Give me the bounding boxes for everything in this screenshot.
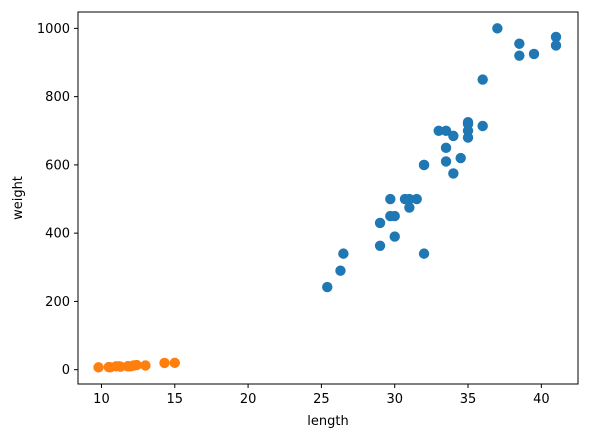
y-axis-label: weight [11,176,26,220]
data-point [492,23,503,34]
data-point [455,152,466,164]
plot-frame [77,11,579,385]
data-point [528,48,540,60]
x-tick-label: 40 [533,392,550,407]
data-point [448,168,459,179]
data-point [418,248,430,259]
x-tick-label: 20 [240,392,257,407]
x-tick-label: 10 [93,392,110,407]
data-point [514,38,525,49]
data-point [440,142,452,154]
data-point [93,362,104,373]
y-tick-label: 400 [45,227,70,242]
x-tick-label: 35 [460,392,477,407]
data-point [462,118,474,130]
data-point [335,265,346,276]
data-point [404,202,415,213]
data-point [514,50,525,61]
data-point [389,210,400,222]
y-tick-label: 0 [62,363,70,378]
x-axis-label: length [307,414,348,429]
data-point [338,248,349,259]
data-point [440,156,452,167]
data-point [440,125,452,136]
data-point [418,159,430,171]
data-points [93,23,562,373]
y-axis-ticks: 0 200 400 600 800 1000 [37,22,78,378]
data-point [550,40,562,51]
data-point [374,217,386,229]
data-point [404,193,415,205]
data-point [140,360,151,371]
x-tick-label: 30 [386,392,403,407]
y-tick-label: 1000 [37,22,70,37]
data-point [385,193,396,205]
y-tick-label: 600 [45,158,70,173]
data-point [411,193,422,205]
y-tick-label: 200 [45,295,70,310]
x-tick-label: 25 [313,392,330,407]
data-point [389,231,400,242]
series-1 [322,23,562,293]
x-axis-ticks: 10 15 20 25 30 35 40 [93,384,550,407]
x-tick-label: 15 [167,392,184,407]
data-point [477,74,488,85]
data-point [477,120,488,132]
data-point [322,281,333,293]
data-point [433,125,444,136]
data-point [374,240,386,251]
data-point [550,31,562,43]
data-point [448,130,459,142]
series-2 [93,357,180,373]
data-point [159,357,170,369]
data-point [169,357,180,369]
data-point [131,359,142,371]
y-tick-label: 800 [45,90,70,105]
